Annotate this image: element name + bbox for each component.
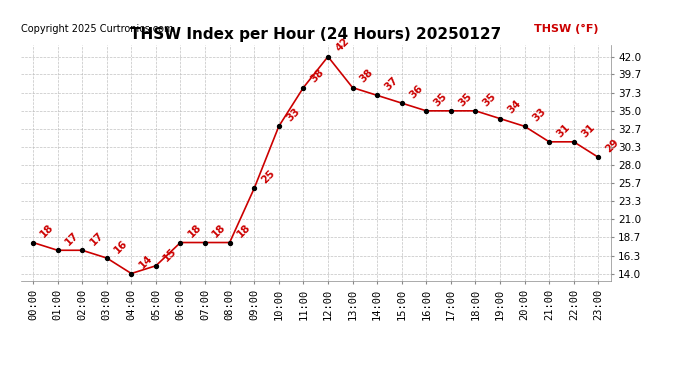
Point [28, 240, 39, 246]
Text: 33: 33 [530, 106, 547, 123]
Text: 38: 38 [309, 68, 326, 85]
Text: 33: 33 [284, 106, 302, 123]
Point [495, 116, 506, 122]
Text: 17: 17 [63, 230, 81, 248]
Text: 18: 18 [186, 222, 204, 240]
Point [396, 100, 407, 106]
Point [569, 139, 580, 145]
Text: 17: 17 [88, 230, 105, 248]
Point [421, 108, 432, 114]
Text: Copyright 2025 Curtronics.com: Copyright 2025 Curtronics.com [21, 24, 173, 34]
Point [52, 247, 63, 253]
Point [248, 185, 259, 191]
Text: 42: 42 [333, 36, 351, 54]
Text: 36: 36 [407, 83, 424, 100]
Point [445, 108, 456, 114]
Text: 25: 25 [259, 168, 277, 186]
Point [199, 240, 210, 246]
Point [175, 240, 186, 246]
Point [593, 154, 604, 160]
Point [372, 92, 383, 98]
Point [298, 85, 309, 91]
Text: 31: 31 [580, 122, 597, 139]
Point [150, 263, 161, 269]
Text: 29: 29 [604, 137, 621, 154]
Text: 38: 38 [358, 68, 375, 85]
Text: 18: 18 [210, 222, 228, 240]
Point [470, 108, 481, 114]
Text: 18: 18 [235, 222, 253, 240]
Text: 35: 35 [481, 91, 498, 108]
Point [322, 54, 333, 60]
Title: THSW Index per Hour (24 Hours) 20250127: THSW Index per Hour (24 Hours) 20250127 [130, 27, 502, 42]
Point [273, 123, 284, 129]
Text: 37: 37 [383, 75, 400, 93]
Text: 35: 35 [456, 91, 474, 108]
Point [101, 255, 112, 261]
Text: 14: 14 [137, 254, 155, 271]
Text: 35: 35 [432, 91, 449, 108]
Point [77, 247, 88, 253]
Text: 18: 18 [39, 222, 56, 240]
Point [544, 139, 555, 145]
Text: 16: 16 [112, 238, 130, 255]
Point [519, 123, 530, 129]
Text: 15: 15 [161, 246, 179, 263]
Text: 31: 31 [555, 122, 572, 139]
Point [126, 270, 137, 276]
Text: THSW (°F): THSW (°F) [534, 24, 599, 34]
Point [224, 240, 235, 246]
Point [347, 85, 358, 91]
Text: 34: 34 [506, 98, 523, 116]
